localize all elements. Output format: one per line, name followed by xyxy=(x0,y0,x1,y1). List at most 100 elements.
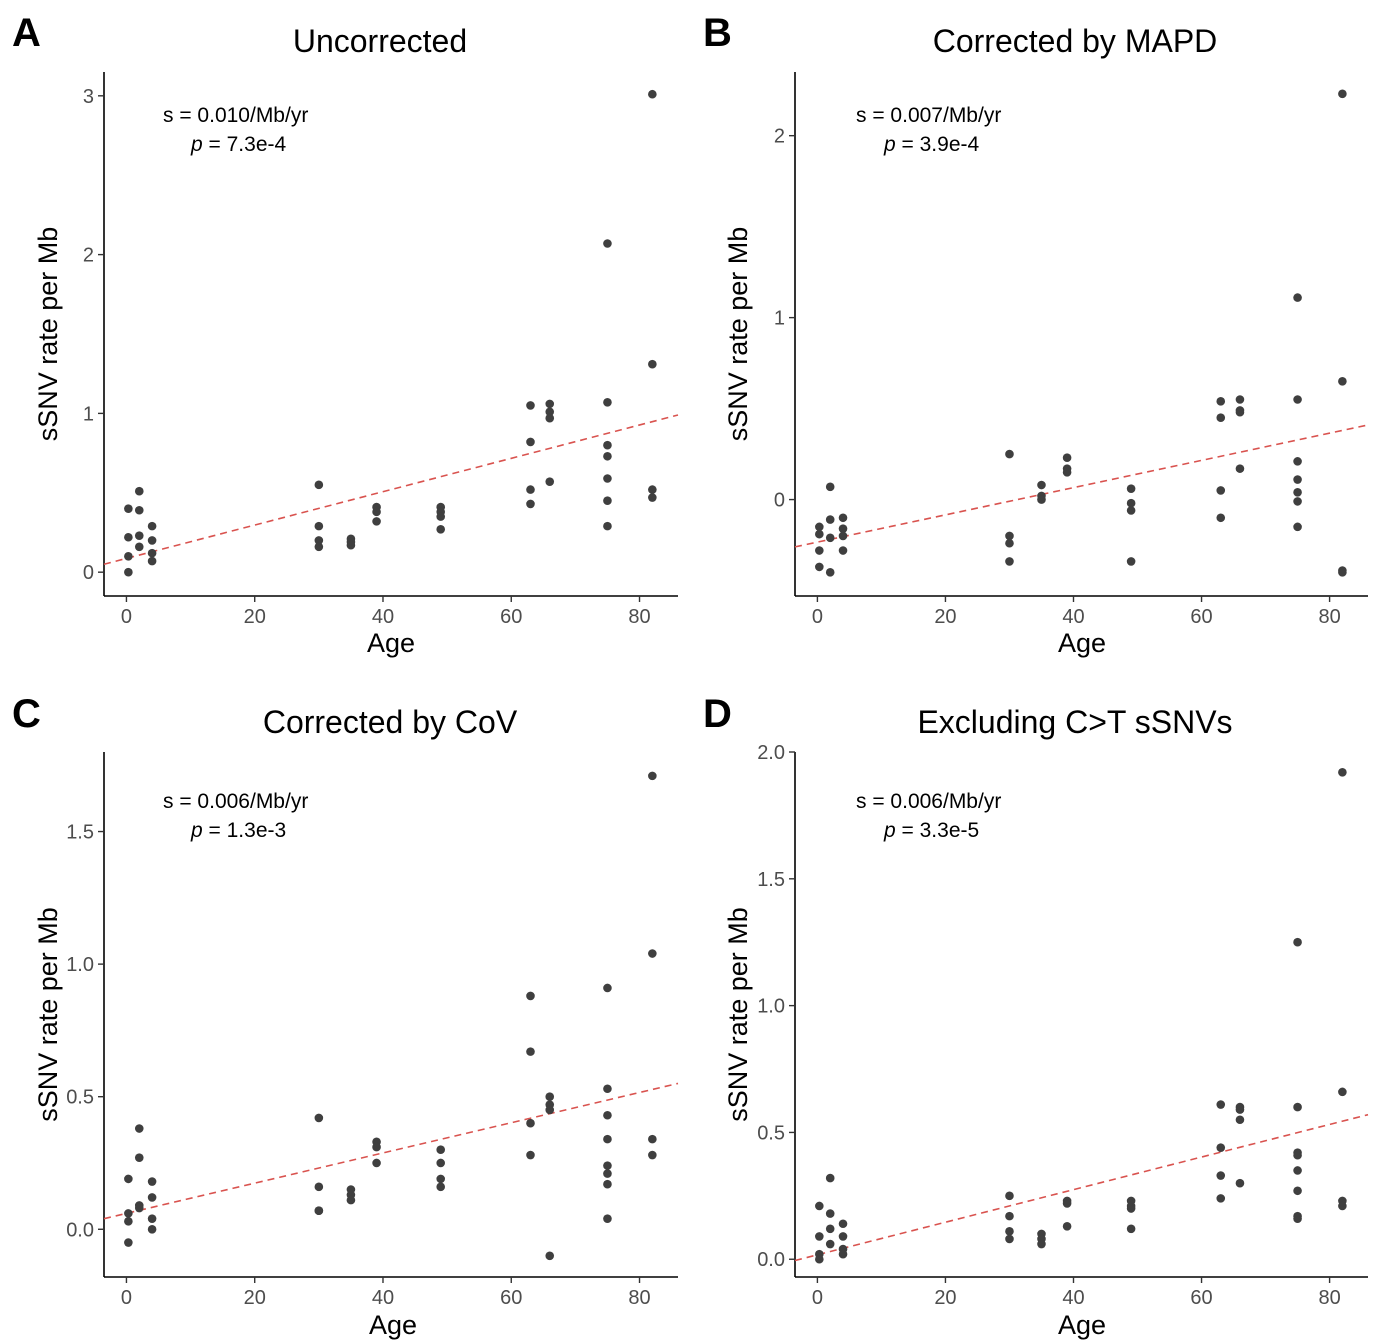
data-point xyxy=(545,1251,555,1261)
data-point xyxy=(124,504,133,513)
p-value: = 1.3e-3 xyxy=(203,819,286,842)
data-point xyxy=(124,1174,133,1184)
data-point xyxy=(603,1110,612,1120)
data-point xyxy=(1126,498,1136,508)
panel-a: A Uncorrected 0 20 40 60 80 0 1 2 3 Age sSNV rate pe… xyxy=(12,11,679,658)
y-tick-label: 0.5 xyxy=(757,1122,785,1144)
data-point xyxy=(1293,937,1302,947)
data-point xyxy=(838,546,848,555)
data-point xyxy=(1005,531,1014,541)
data-point xyxy=(147,548,157,558)
data-point xyxy=(1235,1105,1245,1114)
y-tick-label: 1.5 xyxy=(66,822,94,844)
y-axis-title: sSNV rate per Mb xyxy=(723,227,753,442)
x-axis-title: Age xyxy=(367,628,415,658)
data-point xyxy=(825,1173,835,1183)
data-point xyxy=(1216,413,1226,422)
data-point xyxy=(124,552,133,561)
data-point xyxy=(648,1150,657,1160)
data-point xyxy=(1062,1221,1072,1231)
x-tick-label: 0 xyxy=(121,606,132,628)
p-value-annotation: p = 3.9e-4 xyxy=(883,133,979,156)
p-value: = 7.3e-4 xyxy=(203,133,287,156)
data-point xyxy=(648,949,657,958)
panel-letter: D xyxy=(703,692,732,736)
p-value: = 3.3e-5 xyxy=(896,819,979,842)
data-point xyxy=(838,513,848,523)
data-point xyxy=(1126,506,1136,515)
x-tick-label: 20 xyxy=(934,1287,956,1309)
data-point xyxy=(1005,449,1014,459)
data-point xyxy=(124,1209,133,1218)
data-point xyxy=(124,1217,133,1226)
data-point xyxy=(648,771,657,781)
p-label: p xyxy=(190,819,203,842)
trend-line xyxy=(794,1113,1369,1262)
data-point xyxy=(1005,1191,1014,1201)
data-point xyxy=(1293,487,1302,497)
data-point xyxy=(1216,1143,1226,1152)
x-axis-title: Age xyxy=(369,1310,417,1340)
p-value-annotation: p = 3.3e-5 xyxy=(883,819,979,842)
y-axis-title: sSNV rate per Mb xyxy=(33,227,63,442)
data-point xyxy=(1126,1204,1136,1213)
x-tick-label: 40 xyxy=(1062,1287,1084,1309)
data-point xyxy=(1338,767,1347,777)
data-point xyxy=(134,505,144,515)
data-point xyxy=(648,493,657,502)
data-point xyxy=(603,440,612,450)
data-point xyxy=(372,1158,381,1168)
data-point xyxy=(124,532,133,542)
data-point xyxy=(1062,453,1072,463)
data-point xyxy=(1293,1150,1302,1160)
panel-title: Corrected by CoV xyxy=(263,704,518,740)
data-point xyxy=(134,1153,144,1162)
slope-annotation: s = 0.010/Mb/yr xyxy=(163,104,308,127)
data-point xyxy=(1293,457,1302,466)
y-tick-label: 0.0 xyxy=(66,1219,94,1241)
p-value-annotation: p = 7.3e-4 xyxy=(190,133,286,156)
data-point xyxy=(1235,407,1245,417)
data-point xyxy=(346,540,356,550)
y-tick-label: 2.0 xyxy=(757,742,785,764)
data-point xyxy=(526,485,535,494)
data-point xyxy=(1293,1102,1302,1112)
data-point xyxy=(1293,497,1302,506)
data-point xyxy=(1338,1087,1347,1097)
data-point xyxy=(825,1239,835,1249)
panel-c: C Corrected by CoV 0 20 40 60 80 0.0 0.5 1.0 1.5 Ag… xyxy=(12,692,679,1340)
x-tick-label: 20 xyxy=(934,606,956,628)
data-point xyxy=(314,1182,324,1192)
data-point xyxy=(1293,395,1302,404)
data-point xyxy=(526,1150,535,1160)
data-point xyxy=(147,536,157,545)
p-label: p xyxy=(190,133,203,156)
panel-title: Corrected by MAPD xyxy=(933,23,1218,59)
data-point xyxy=(1235,1178,1245,1188)
x-tick-label: 60 xyxy=(500,606,522,628)
data-point xyxy=(603,474,612,483)
data-point xyxy=(124,1238,133,1247)
data-point xyxy=(1216,1100,1226,1109)
data-point xyxy=(147,521,157,531)
data-point xyxy=(1235,1115,1245,1125)
y-tick-label: 2 xyxy=(774,126,785,148)
data-point xyxy=(838,531,848,541)
data-point xyxy=(134,531,144,540)
data-point xyxy=(1338,89,1347,99)
slope-annotation: s = 0.006/Mb/yr xyxy=(163,790,308,813)
x-tick-label: 0 xyxy=(812,1287,823,1309)
data-point xyxy=(372,507,381,517)
data-point xyxy=(648,359,657,369)
data-point xyxy=(526,1118,535,1128)
data-point xyxy=(1293,293,1302,302)
data-point xyxy=(314,521,324,531)
data-point xyxy=(1005,1211,1014,1221)
data-point xyxy=(825,1224,835,1234)
y-tick-label: 0.5 xyxy=(66,1087,94,1109)
p-label: p xyxy=(883,819,896,842)
panel-title: Excluding C>T sSNVs xyxy=(917,704,1232,740)
y-tick-label: 1.5 xyxy=(757,869,785,891)
data-point xyxy=(603,451,612,461)
